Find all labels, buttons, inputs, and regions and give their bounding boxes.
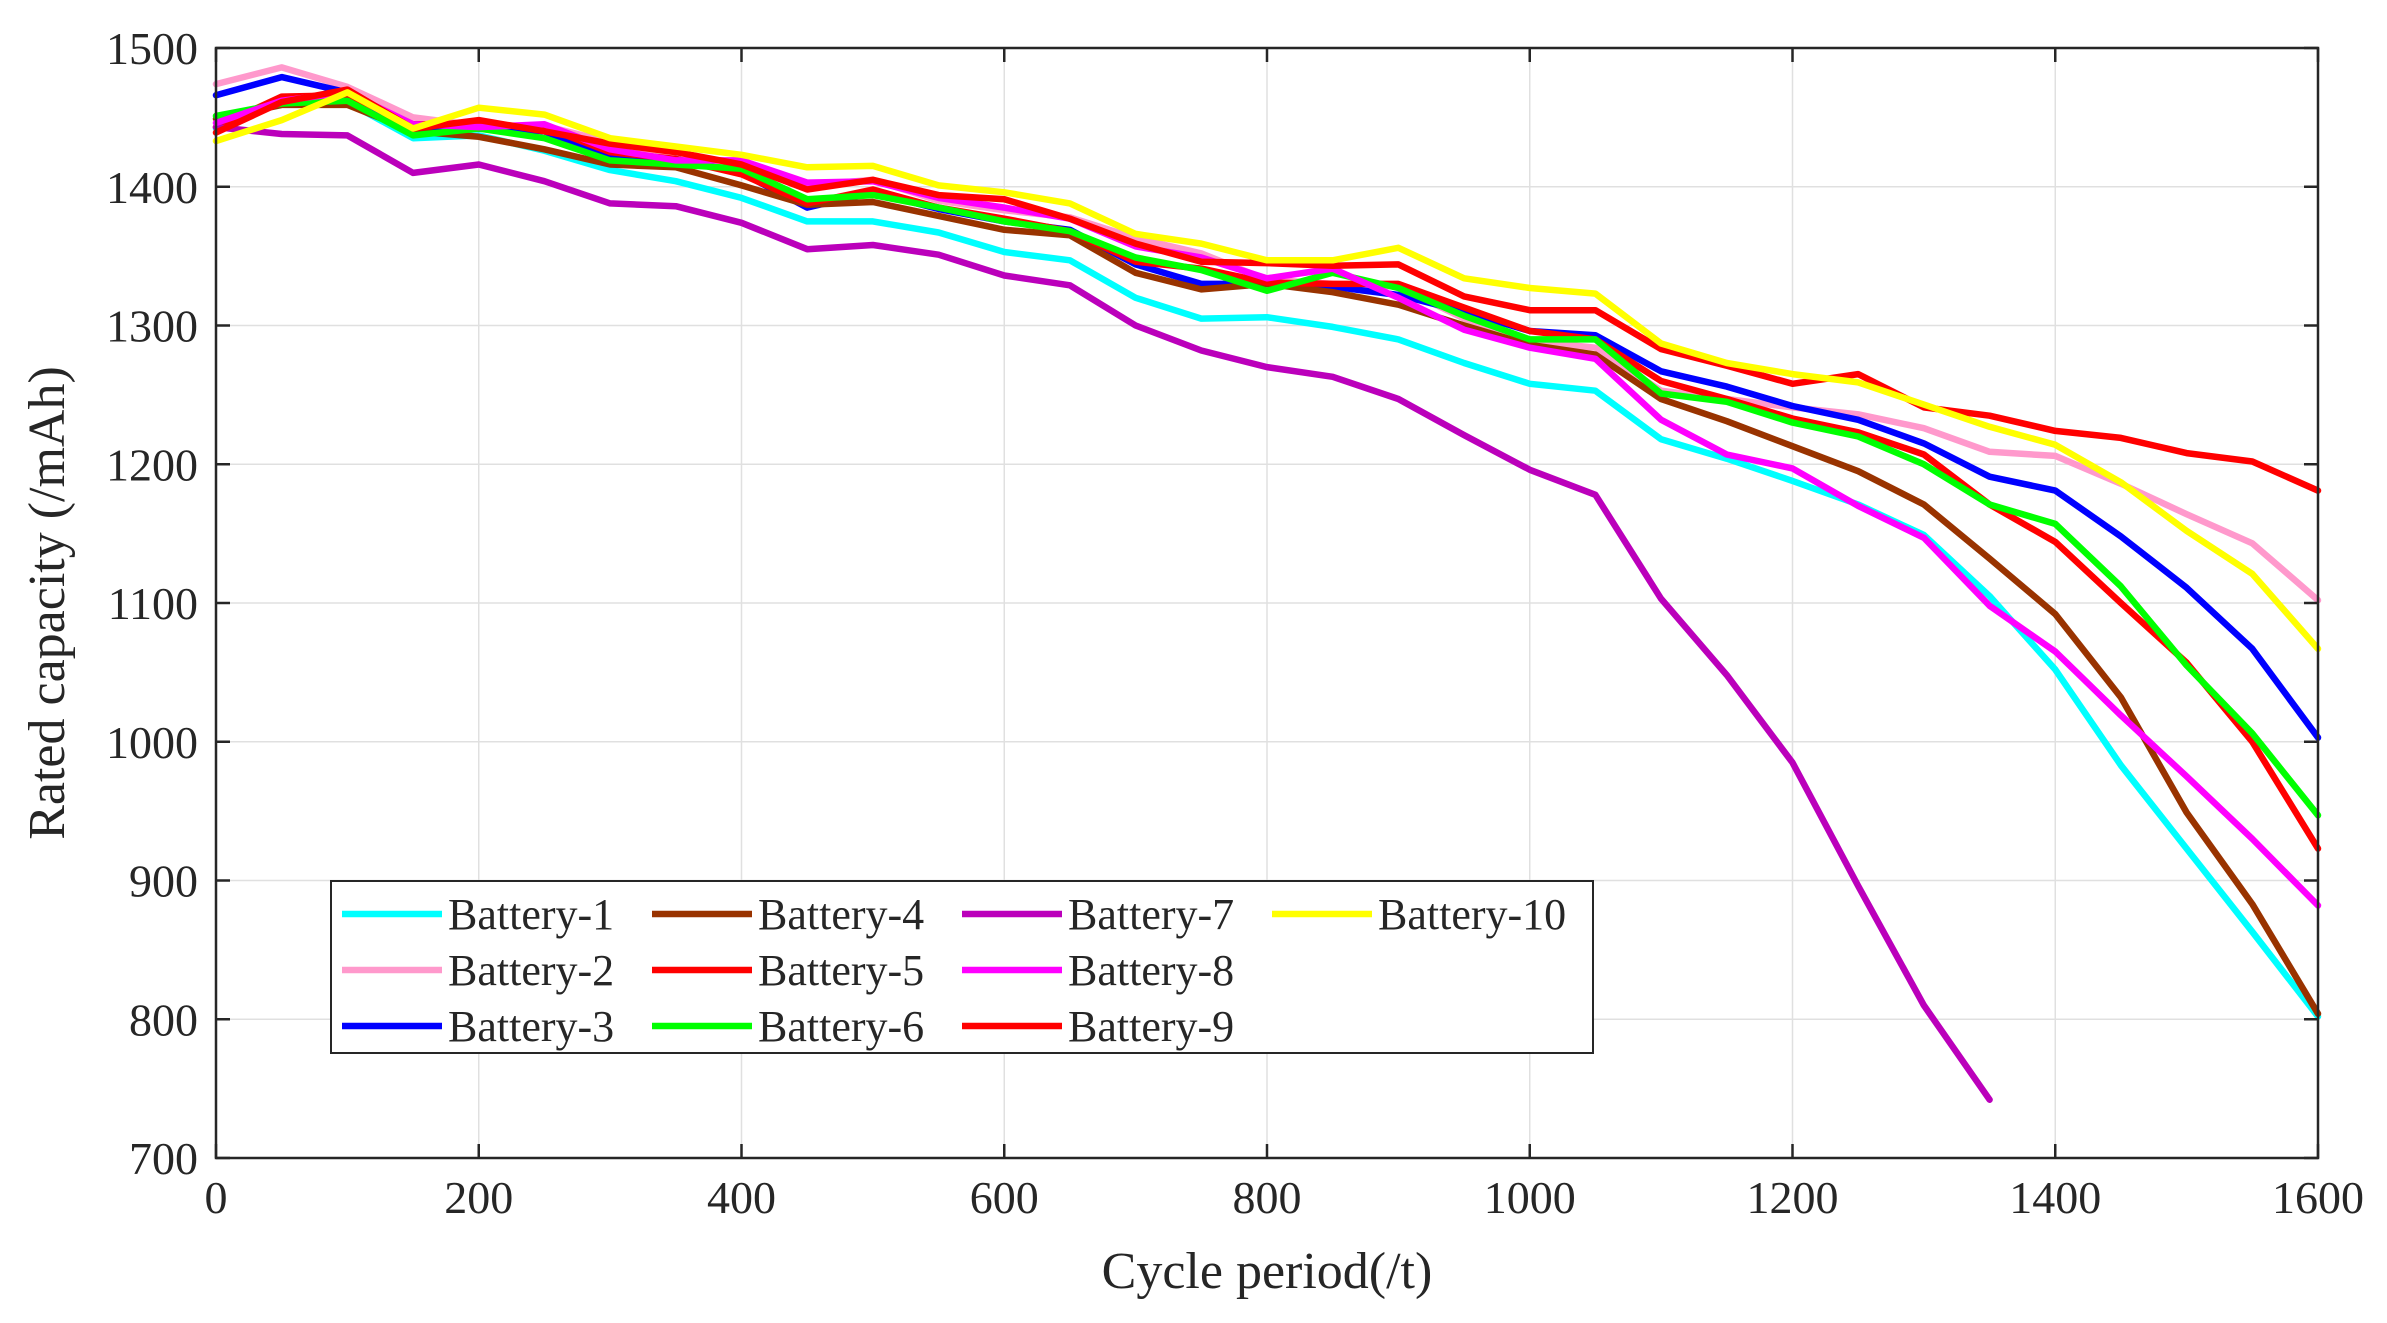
x-tick-label: 600 [970,1172,1039,1223]
legend-label-battery-9: Battery-9 [1068,1002,1234,1051]
y-axis-label: Rated capacity (/mAh) [19,366,76,840]
y-tick-label: 1400 [106,162,198,213]
x-tick-label: 0 [205,1172,228,1223]
x-tick-label: 1400 [2009,1172,2101,1223]
y-tick-label: 1300 [106,301,198,352]
series-line-battery-7 [212,123,1993,1103]
legend-label-battery-8: Battery-8 [1068,946,1234,995]
y-tick-labels: 700 800 900 1000 1100 1200 1300 1400 1500 [106,23,198,1184]
legend-label-battery-6: Battery-6 [758,1002,924,1051]
legend: Battery-1 Battery-2 Battery-3 Battery-4 Batt… [330,880,1594,1054]
x-tick-label: 1600 [2272,1172,2364,1223]
y-tick-label: 800 [129,994,198,1045]
y-tick-label: 1200 [106,439,198,490]
x-tick-label: 400 [707,1172,776,1223]
x-tick-label: 1200 [1747,1172,1839,1223]
legend-label-battery-10: Battery-10 [1378,890,1566,939]
legend-label-battery-5: Battery-5 [758,946,924,995]
y-tick-label: 700 [129,1133,198,1184]
y-tick-label: 1000 [106,717,198,768]
legend-label-battery-3: Battery-3 [448,1002,614,1051]
x-tick-label: 200 [444,1172,513,1223]
x-axis-label: Cycle period(/t) [1102,1243,1433,1300]
axis-ticks [214,46,2320,1160]
x-tick-label: 800 [1233,1172,1302,1223]
legend-label-battery-1: Battery-1 [448,890,614,939]
series-lines [212,64,2322,1103]
series-line-battery-10 [212,89,2322,653]
y-tick-label: 1100 [108,578,198,629]
x-tick-label: 1000 [1484,1172,1576,1223]
y-tick-label: 900 [129,856,198,907]
x-tick-labels: 0 200 400 600 800 1000 1200 1400 1600 [205,1172,2365,1223]
legend-label-battery-4: Battery-4 [758,890,924,939]
y-tick-label: 1500 [106,23,198,74]
legend-label-battery-2: Battery-2 [448,946,614,995]
series-line-battery-6 [212,97,2322,819]
legend-label-battery-7: Battery-7 [1068,890,1234,939]
